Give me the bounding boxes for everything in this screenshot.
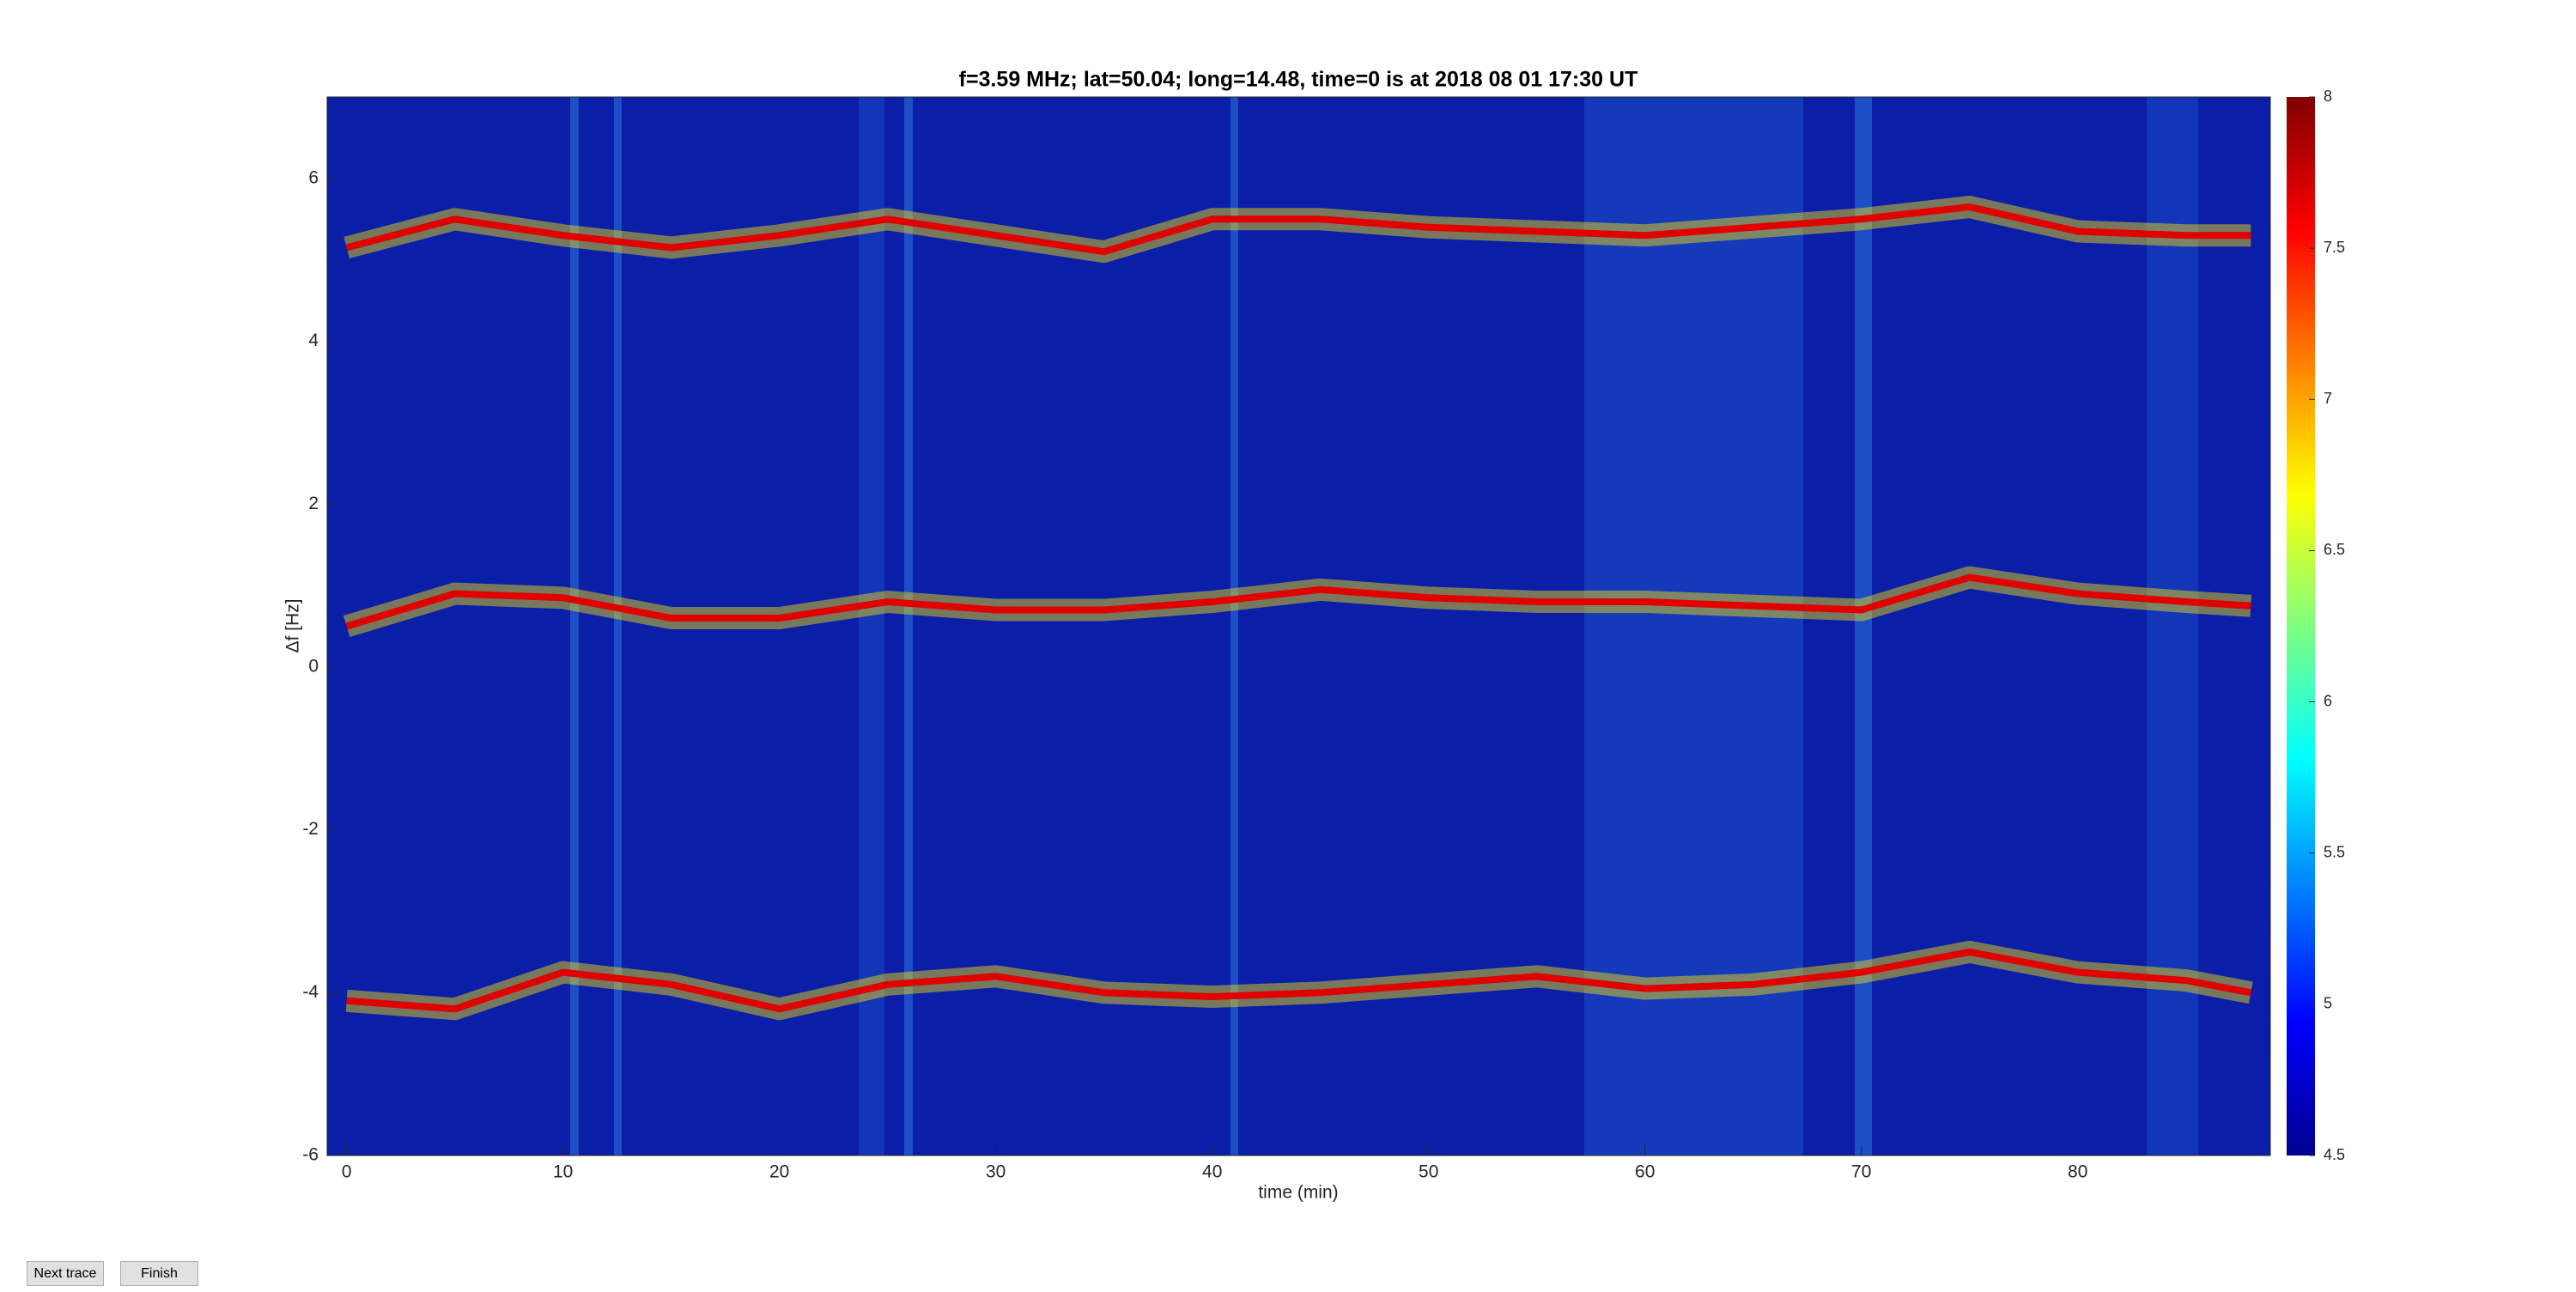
figure: f=3.59 MHz; lat=50.04; long=14.48, time=… — [283, 68, 2345, 1203]
trace-line — [346, 948, 2252, 1013]
colorbar-tick-label: 8 — [2324, 88, 2332, 105]
plot-frame — [326, 96, 2271, 1156]
x-tick-label: 20 — [769, 1162, 789, 1182]
y-tick-label: -6 — [302, 1145, 319, 1165]
colorbar-tick-label: 5 — [2324, 995, 2332, 1012]
x-axis-label: time (min) — [1258, 1183, 1338, 1203]
x-tick-label: 0 — [342, 1162, 352, 1182]
stripe — [570, 97, 579, 1156]
y-axis-label: Δf [Hz] — [283, 598, 303, 652]
x-tick-label: 70 — [1851, 1162, 1871, 1182]
stripe — [614, 97, 622, 1156]
y-tick-label: 0 — [308, 656, 319, 676]
x-tick-label: 50 — [1419, 1162, 1438, 1182]
colorbar — [2287, 97, 2315, 1156]
y-tick-label: 4 — [308, 331, 319, 350]
trace-line — [345, 203, 2251, 256]
stripe — [904, 97, 913, 1156]
x-tick-label: 30 — [986, 1162, 1005, 1182]
stripe — [1855, 97, 1872, 1156]
trace-line — [345, 573, 2251, 630]
x-tick-label: 40 — [1202, 1162, 1222, 1182]
x-tick-label: 60 — [1635, 1162, 1655, 1182]
finish-button[interactable]: Finish — [120, 1261, 198, 1286]
stripe — [1230, 97, 1238, 1156]
next-trace-button[interactable]: Next trace — [27, 1261, 104, 1286]
colorbar-tick-label: 7 — [2324, 390, 2332, 407]
stripe — [1584, 97, 1803, 1156]
y-tick-label: -2 — [302, 819, 319, 839]
colorbar-tick-label: 5.5 — [2324, 843, 2345, 860]
stripe — [2147, 97, 2198, 1156]
colorbar-tick-label: 6 — [2324, 692, 2332, 709]
colorbar-tick-label: 6.5 — [2324, 541, 2345, 558]
x-tick-label: 10 — [553, 1162, 573, 1182]
y-tick-label: -4 — [302, 982, 319, 1002]
stripe — [859, 97, 884, 1156]
chart-title: f=3.59 MHz; lat=50.04; long=14.48, time=… — [959, 68, 1638, 92]
y-tick-label: 2 — [308, 494, 319, 513]
colorbar-tick-label: 4.5 — [2324, 1146, 2345, 1163]
y-tick-label: 6 — [308, 167, 319, 187]
colorbar-tick-label: 7.5 — [2324, 239, 2345, 256]
x-tick-label: 80 — [2068, 1162, 2087, 1182]
